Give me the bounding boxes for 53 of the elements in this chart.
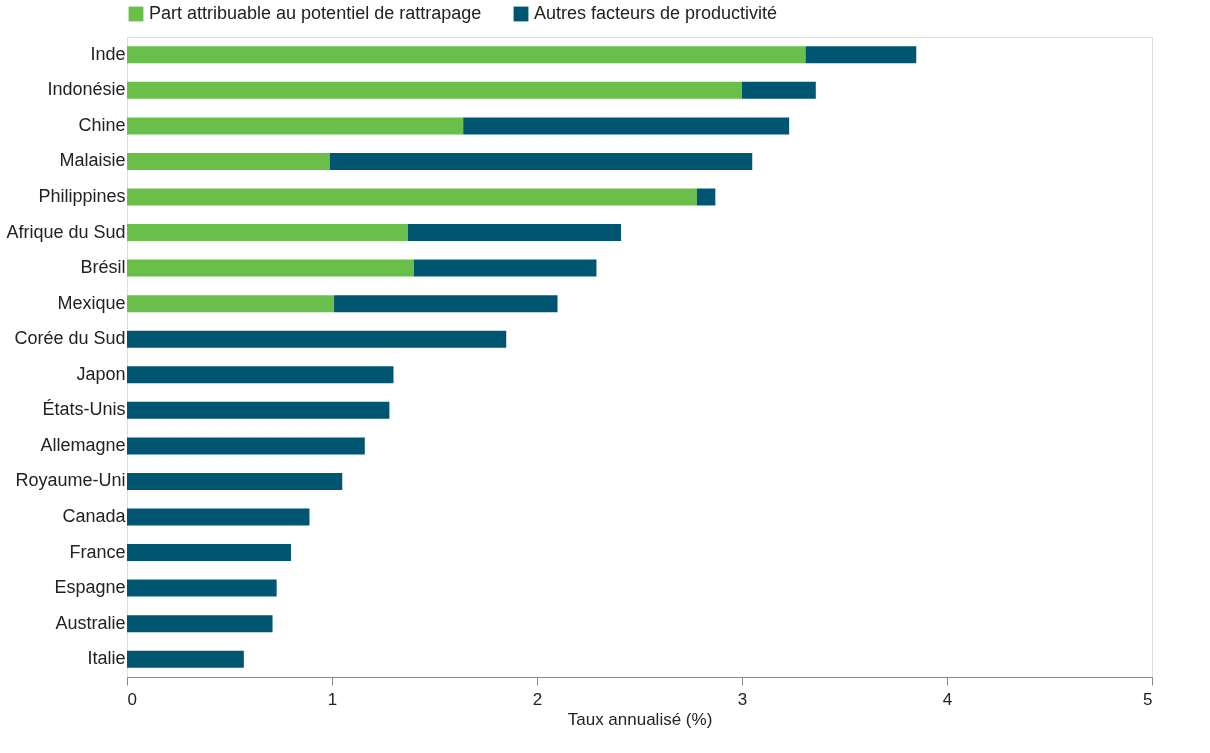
bar [127,295,335,313]
bar [127,46,806,64]
y-tick-label: Malaisie [59,150,126,171]
bar [127,224,408,242]
y-tick-label: Inde [90,43,126,64]
legend-label: Autres facteurs de productivité [534,3,778,23]
y-tick-label: Indonésie [47,79,126,100]
bar [127,330,507,348]
y-tick-label: Mexique [57,292,126,313]
bar [127,259,414,277]
x-axis-title: Taux annualisé (%) [567,709,713,729]
bar [696,188,716,206]
x-tick-label: 2 [532,689,543,709]
y-tick-label: Afrique du Sud [6,221,126,242]
bar [127,152,330,170]
legend-label: Part attribuable au potentiel de rattrapage [149,3,482,23]
bar [127,544,291,562]
bar [127,650,244,668]
bar [127,579,277,597]
bar [127,188,697,206]
bar [127,366,394,384]
x-tick-label: 5 [1143,689,1153,709]
bar [127,437,365,455]
bar [414,259,597,277]
bar [742,81,816,99]
y-tick-label: Espagne [54,577,126,598]
y-tick-label: Australie [55,612,126,633]
y-tick-label: France [69,541,126,562]
bar [127,508,310,526]
x-tick-label: 4 [942,689,953,709]
y-tick-label: Philippines [38,186,126,206]
y-tick-label: Allemagne [40,434,126,455]
bar [127,117,464,135]
bar [407,224,622,242]
y-tick-label: Italie [87,648,126,669]
y-tick-label: Chine [78,114,126,135]
y-tick-label: Corée du Sud [14,328,126,349]
bar [334,295,558,313]
y-tick-label: Royaume-Uni [15,470,126,491]
bar [463,117,790,135]
bar [805,46,917,64]
bar [127,615,273,633]
x-tick-label: 0 [127,689,137,709]
x-tick-label: 3 [737,689,748,709]
y-tick-label: États-Unis [42,399,126,420]
bar [127,401,390,419]
bar [127,472,343,490]
y-tick-label: Canada [62,506,127,526]
bar [127,81,742,99]
y-tick-label: Japon [76,363,126,384]
x-tick-label: 1 [327,689,338,709]
bar [329,152,753,170]
y-tick-label: Brésil [80,257,126,278]
